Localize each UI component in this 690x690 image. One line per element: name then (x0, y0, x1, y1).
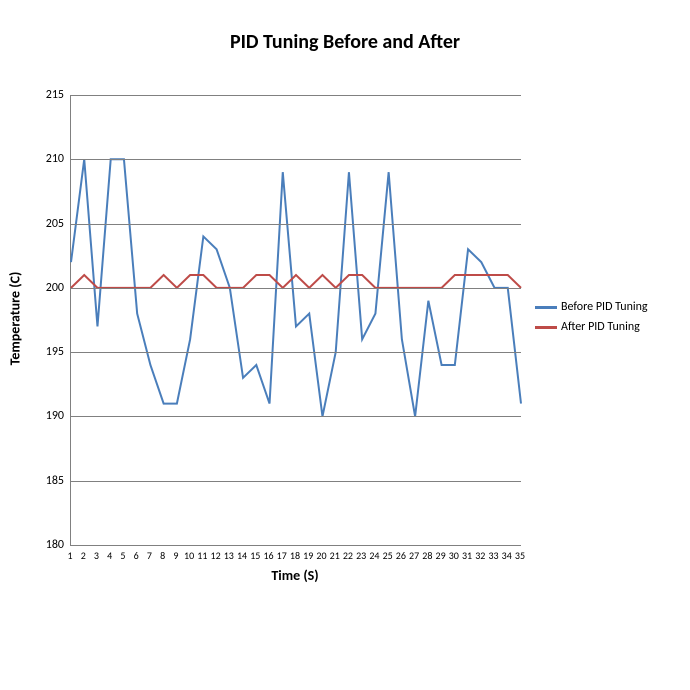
gridline (71, 288, 521, 289)
plot-area (70, 95, 521, 546)
gridline (71, 224, 521, 225)
x-tick-label: 14 (237, 549, 247, 562)
legend-label: After PID Tuning (561, 320, 640, 334)
x-tick-label: 2 (81, 549, 86, 562)
y-tick-label: 185 (30, 474, 64, 488)
chart-title: PID Tuning Before and After (0, 30, 690, 54)
x-tick-label: 8 (160, 549, 165, 562)
x-tick-label: 1 (67, 549, 72, 562)
x-tick-label: 15 (250, 549, 260, 562)
x-tick-label: 34 (502, 549, 512, 562)
gridline (71, 159, 521, 160)
series-lines (71, 95, 521, 545)
y-tick-label: 190 (30, 409, 64, 423)
y-tick-label: 195 (30, 345, 64, 359)
y-tick-label: 205 (30, 217, 64, 231)
x-tick-label: 33 (488, 549, 498, 562)
legend-swatch (535, 306, 557, 309)
x-tick-label: 23 (356, 549, 366, 562)
x-tick-label: 18 (290, 549, 300, 562)
gridline (71, 352, 521, 353)
x-tick-label: 27 (409, 549, 419, 562)
x-tick-label: 35 (515, 549, 525, 562)
x-tick-label: 19 (303, 549, 313, 562)
legend-item: Before PID Tuning (535, 300, 648, 314)
legend-label: Before PID Tuning (561, 300, 648, 314)
gridline (71, 545, 521, 546)
x-tick-label: 25 (383, 549, 393, 562)
series-line (71, 275, 521, 288)
x-tick-label: 7 (147, 549, 152, 562)
x-tick-label: 32 (475, 549, 485, 562)
y-axis-label: Temperature (C) (7, 259, 24, 379)
y-tick-label: 215 (30, 88, 64, 102)
x-tick-label: 5 (120, 549, 125, 562)
x-tick-label: 10 (184, 549, 194, 562)
y-tick-label: 200 (30, 281, 64, 295)
legend: Before PID Tuning After PID Tuning (535, 300, 648, 340)
x-tick-label: 28 (422, 549, 432, 562)
x-tick-label: 29 (436, 549, 446, 562)
x-tick-label: 3 (94, 549, 99, 562)
y-tick-label: 210 (30, 152, 64, 166)
x-tick-label: 24 (369, 549, 379, 562)
x-tick-label: 6 (134, 549, 139, 562)
x-tick-label: 12 (211, 549, 221, 562)
x-tick-label: 20 (316, 549, 326, 562)
legend-item: After PID Tuning (535, 320, 648, 334)
x-tick-label: 4 (107, 549, 112, 562)
x-tick-label: 11 (197, 549, 207, 562)
x-tick-label: 31 (462, 549, 472, 562)
x-tick-label: 9 (173, 549, 178, 562)
x-tick-label: 21 (330, 549, 340, 562)
x-tick-label: 16 (263, 549, 273, 562)
x-tick-label: 30 (449, 549, 459, 562)
legend-swatch (535, 326, 557, 329)
gridline (71, 481, 521, 482)
gridline (71, 95, 521, 96)
x-tick-label: 22 (343, 549, 353, 562)
x-tick-label: 26 (396, 549, 406, 562)
y-tick-label: 180 (30, 538, 64, 552)
gridline (71, 416, 521, 417)
x-axis-label: Time (S) (70, 567, 520, 584)
x-tick-label: 13 (224, 549, 234, 562)
x-tick-label: 17 (277, 549, 287, 562)
chart-container: PID Tuning Before and After Temperature … (0, 0, 690, 690)
